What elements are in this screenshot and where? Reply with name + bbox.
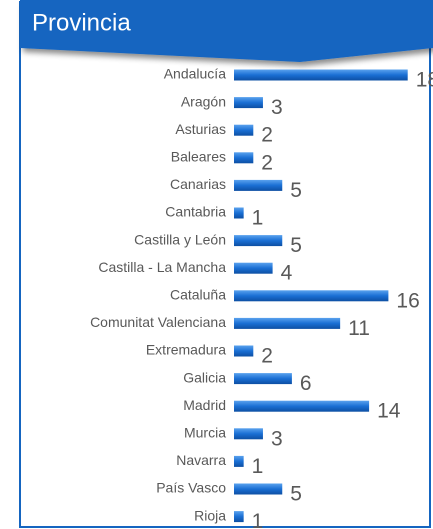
bar xyxy=(234,262,273,274)
category-label: Cataluña xyxy=(170,287,226,303)
category-label: Cantabria xyxy=(165,204,226,220)
bar xyxy=(234,69,408,81)
bar xyxy=(234,400,370,412)
value-label: 3 xyxy=(271,96,283,119)
bar xyxy=(234,290,389,302)
bar xyxy=(234,373,292,385)
value-label: 14 xyxy=(377,400,401,423)
category-label: Castilla y León xyxy=(134,231,226,247)
category-label: Andalucía xyxy=(164,66,226,82)
category-label: Canarias xyxy=(170,176,226,192)
category-label: Aragón xyxy=(181,93,226,109)
value-label: 1 xyxy=(252,510,264,529)
value-label: 2 xyxy=(261,345,273,368)
bar xyxy=(234,317,341,329)
value-label: 18 xyxy=(416,69,433,92)
value-label: 4 xyxy=(281,262,293,285)
category-label: Rioja xyxy=(194,507,226,523)
bar xyxy=(234,235,283,247)
category-label: Asturias xyxy=(175,121,226,137)
category-label: Madrid xyxy=(183,397,226,413)
category-label: Baleares xyxy=(171,149,226,165)
category-label: Navarra xyxy=(176,452,226,468)
bar xyxy=(234,152,254,164)
bar xyxy=(234,207,244,219)
category-label: País Vasco xyxy=(156,480,226,496)
category-label: Extremadura xyxy=(146,342,226,358)
value-label: 3 xyxy=(271,427,283,450)
bar xyxy=(234,511,244,523)
value-label: 1 xyxy=(252,455,264,478)
bar xyxy=(234,483,283,495)
value-label: 5 xyxy=(290,234,302,257)
bar xyxy=(234,179,283,191)
bar xyxy=(234,124,254,136)
value-label: 11 xyxy=(348,317,370,340)
bar xyxy=(234,345,254,357)
value-label: 6 xyxy=(300,372,312,395)
category-label: Murcia xyxy=(184,425,226,441)
value-label: 2 xyxy=(261,151,273,174)
bar xyxy=(234,455,244,467)
bar xyxy=(234,428,263,440)
category-label: Galicia xyxy=(183,369,226,385)
value-label: 2 xyxy=(261,124,273,147)
chart-title: Provincia xyxy=(32,9,131,36)
value-label: 16 xyxy=(396,289,419,312)
value-label: 5 xyxy=(290,179,302,202)
panel xyxy=(19,1,431,528)
bar xyxy=(234,97,263,109)
value-label: 5 xyxy=(290,483,302,506)
category-label: Comunitat Valenciana xyxy=(90,314,226,330)
category-label: Castilla - La Mancha xyxy=(98,259,226,275)
value-label: 1 xyxy=(252,207,264,230)
header-banner xyxy=(20,0,433,62)
